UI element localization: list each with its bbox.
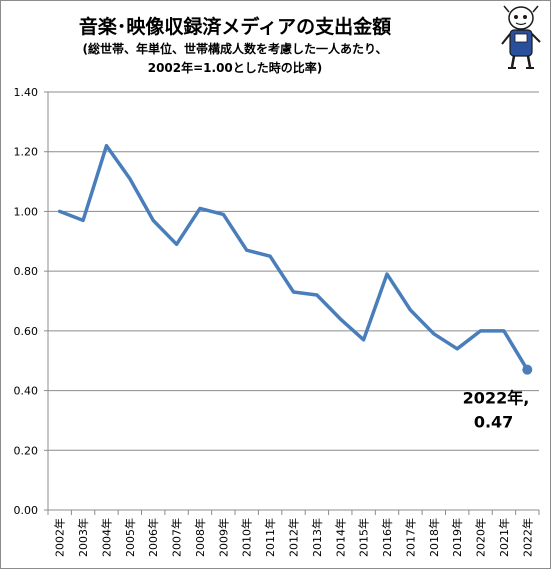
x-tick-label: 2016年: [380, 518, 394, 557]
y-tick-label: 0.80: [14, 265, 39, 278]
mascot-character-icon: [501, 5, 541, 69]
x-tick-label: 2005年: [123, 518, 137, 557]
series-line: [57, 143, 530, 372]
x-tick-label: 2022年: [520, 518, 534, 557]
y-tick-label: 1.20: [14, 146, 39, 159]
x-tick-label: 2009年: [216, 518, 230, 557]
x-tick-label: 2015年: [357, 518, 371, 557]
y-tick-label: 1.40: [14, 86, 39, 99]
y-tick-label: 0.20: [14, 444, 39, 457]
last-point-label-year: 2022年,: [463, 389, 530, 408]
x-tick-label: 2010年: [240, 518, 254, 557]
x-tick-label: 2002年: [53, 518, 67, 557]
y-tick-label: 0.00: [14, 504, 39, 517]
x-tick-label: 2012年: [287, 518, 301, 557]
x-tick-label: 2013年: [310, 518, 324, 557]
chart-title: 音楽･映像収録済メディアの支出金額: [78, 16, 392, 38]
x-tick-label: 2014年: [333, 518, 347, 557]
x-tick-label: 2018年: [427, 518, 441, 557]
x-tick-label: 2021年: [497, 518, 511, 557]
chart-subtitle-line2: 2002年=1.00とした時の比率): [147, 61, 323, 75]
y-tick-label: 0.60: [14, 325, 39, 338]
last-point-label-value: 0.47: [474, 413, 513, 432]
last-data-point-marker: [522, 364, 533, 375]
x-tick-label: 2020年: [474, 518, 488, 557]
x-tick-label: 2003年: [76, 518, 90, 557]
y-tick-label: 1.00: [14, 205, 39, 218]
chart-subtitle-line1: (総世帯、年単位、世帯構成人数を考慮した一人あたり、: [82, 42, 388, 56]
y-tick-label: 0.40: [14, 385, 39, 398]
x-tick-label: 2008年: [193, 518, 207, 557]
x-tick-label: 2007年: [170, 518, 184, 557]
x-tick-label: 2006年: [146, 518, 160, 557]
x-tick-label: 2017年: [403, 518, 417, 557]
x-tick-label: 2011年: [263, 518, 277, 557]
x-tick-label: 2004年: [99, 518, 113, 557]
x-tick-label: 2019年: [450, 518, 464, 557]
